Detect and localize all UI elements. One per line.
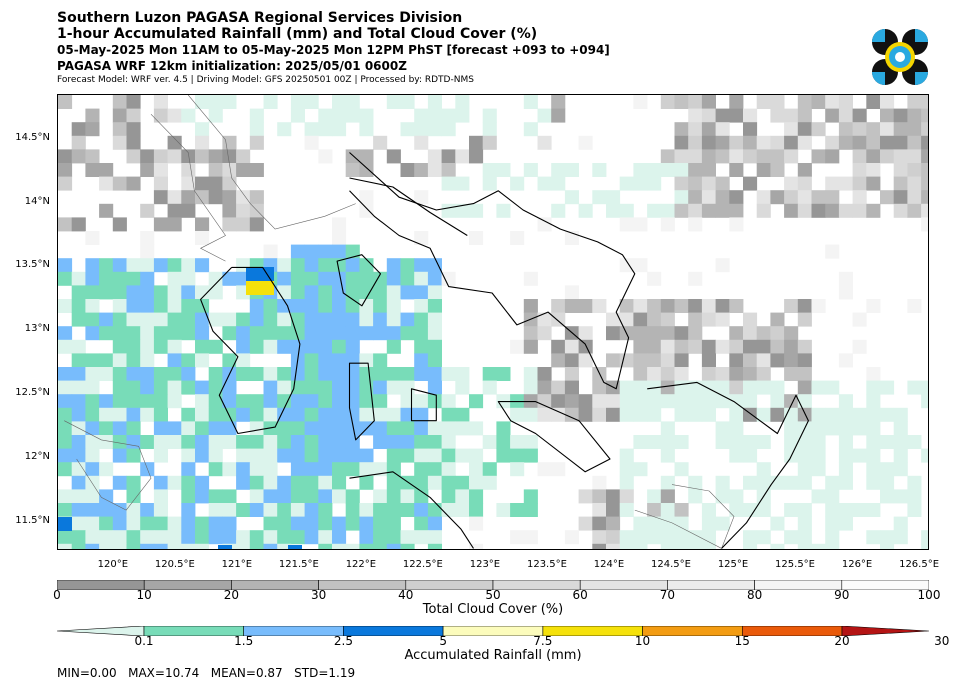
rainfall-tick: 10 [634, 634, 651, 648]
cloud-cover-tick: 70 [659, 588, 676, 602]
rainfall-tick: 0.1 [134, 634, 154, 648]
rainfall-tick: 1.5 [234, 634, 254, 648]
cloud-cover-tick: 0 [53, 588, 61, 602]
statistics-line: MIN=0.00 MAX=10.74 MEAN=0.87 STD=1.19 [57, 666, 355, 680]
cloud-cover-tick: 80 [746, 588, 763, 602]
coastlines [200, 152, 809, 549]
lon-label: 123°E [469, 559, 501, 570]
cloud-cover-tick: 20 [223, 588, 240, 602]
rainfall-legend-title: Accumulated Rainfall (mm) [404, 648, 582, 663]
stat-mean: MEAN=0.87 [210, 666, 283, 680]
cloud-cover-tick: 30 [310, 588, 327, 602]
lon-label: 124.5°E [651, 559, 691, 570]
lat-label: 13°N [24, 323, 50, 335]
cloud-cover-legend-title: Total Cloud Cover (%) [422, 602, 564, 617]
cloud-cover-tick: 100 [917, 588, 941, 602]
cloud-cover-tick: 40 [398, 588, 414, 602]
lon-label: 126°E [841, 559, 873, 570]
lon-label: 121.5°E [278, 559, 319, 570]
pagasa-logo-icon [872, 29, 928, 85]
map-panel [57, 94, 929, 550]
cloud-cover-colorbar [57, 580, 929, 590]
cloud-cover-tick: 10 [136, 588, 152, 602]
minor-coastlines [64, 95, 735, 549]
rainfall-tick: 20 [834, 634, 850, 648]
lon-label: 125°E [717, 559, 749, 570]
lat-label: 12°N [24, 451, 50, 463]
lat-label: 14.5°N [15, 131, 50, 143]
lon-label: 126.5°E [899, 559, 940, 570]
lon-label: 123.5°E [526, 559, 567, 570]
rainfall-tick: 15 [734, 634, 750, 648]
rainfall-tick: 7.5 [533, 634, 553, 648]
lon-label: 121°E [221, 559, 253, 570]
rainfall-tick: 2.5 [333, 634, 353, 648]
rainfall-swatch [841, 626, 929, 636]
lon-label: 124°E [593, 559, 625, 570]
lat-label: 14°N [24, 195, 50, 207]
stat-std: STD=1.19 [294, 666, 356, 680]
rainfall-colorbar [57, 626, 929, 636]
map-canvas [58, 95, 928, 549]
cloud-cover-tick: 60 [572, 588, 588, 602]
stat-min: MIN=0.00 [57, 666, 117, 680]
rainfall-tick: 30 [934, 634, 950, 648]
lat-label: 13.5°N [15, 259, 50, 271]
map-title: Southern Luzon PAGASA Regional Services … [57, 10, 463, 26]
init-time: PAGASA WRF 12km initialization: 2025/05/… [57, 59, 407, 73]
cloud-cover-tick: 50 [485, 588, 501, 602]
lon-label: 120.5°E [154, 559, 195, 570]
lat-label: 12.5°N [15, 387, 50, 399]
lat-label: 11.5°N [15, 514, 50, 526]
forecast-grid [58, 95, 928, 549]
lon-label: 125.5°E [775, 559, 815, 570]
lon-label: 122.5°E [402, 559, 443, 570]
model-info: Forecast Model: WRF ver. 4.5 | Driving M… [57, 75, 474, 85]
rainfall-tick: 5 [439, 634, 447, 648]
valid-time: 05-May-2025 Mon 11AM to 05-May-2025 Mon … [57, 43, 610, 57]
stat-max: MAX=10.74 [128, 666, 200, 680]
map-subtitle: 1-hour Accumulated Rainfall (mm) and Tot… [57, 26, 538, 42]
lon-label: 120°E [97, 559, 129, 570]
lon-label: 122°E [345, 559, 377, 570]
cloud-cover-tick: 90 [834, 588, 850, 602]
